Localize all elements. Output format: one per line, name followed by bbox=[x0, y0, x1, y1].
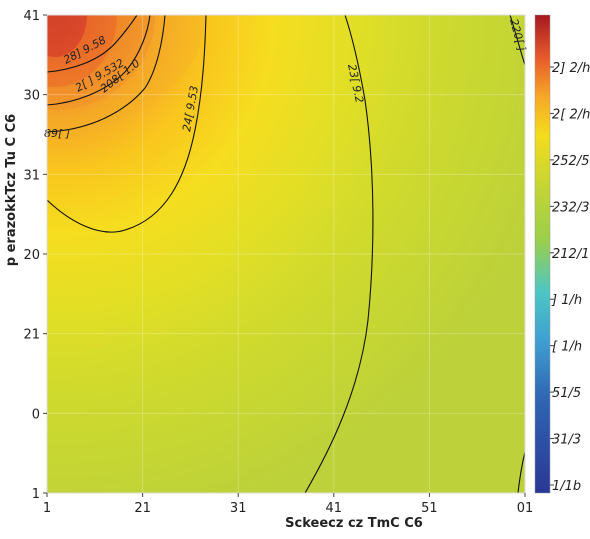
contour-fills bbox=[47, 15, 205, 130]
colorbar-tick-label: 232/3 bbox=[552, 200, 589, 215]
x-tick-label: 01 bbox=[517, 501, 534, 516]
y-tick-label: 21 bbox=[23, 328, 40, 343]
y-tick-label: 31 bbox=[23, 168, 40, 183]
x-axis-title: Sckeecz cz TmC C6 bbox=[285, 516, 423, 531]
colorbar-tick-label: 2[ 2/h bbox=[552, 107, 590, 122]
y-tick-label: 20 bbox=[23, 248, 40, 263]
contour-line bbox=[47, 15, 138, 73]
contour-line bbox=[47, 15, 207, 233]
colorbar-tick-label: 252/5 bbox=[552, 154, 589, 169]
x-tick-label: 1 bbox=[43, 501, 51, 516]
contour-line bbox=[517, 451, 525, 493]
x-axis: 1 21 31 41 51 01 bbox=[43, 493, 533, 516]
contour-line bbox=[304, 15, 374, 493]
y-axis-title: p erazokkTcz Tu C C6 bbox=[4, 114, 19, 266]
contour-line bbox=[47, 15, 151, 106]
y-tick-label: 1 bbox=[32, 487, 40, 502]
x-tick-label: 21 bbox=[134, 501, 151, 516]
x-tick-label: 41 bbox=[326, 501, 343, 516]
colorbar-tick-label: 212/1 bbox=[552, 247, 589, 262]
colorbar-tick-label: 31/3 bbox=[552, 433, 581, 448]
colorbar-ticks: 1/1b 31/3 51/5 [ 1/h ] 1/h 212/1 232/3 252/5 2[ … bbox=[550, 61, 590, 494]
colorbar-tick-label: ] 1/h bbox=[551, 293, 582, 308]
contour-label: 89[ ] bbox=[44, 127, 70, 140]
contour-line bbox=[47, 15, 166, 133]
colorbar-tick-label: 2] 2/h bbox=[552, 61, 590, 76]
contour-band bbox=[47, 15, 205, 130]
contour-line bbox=[509, 15, 525, 66]
x-tick-label: 51 bbox=[421, 501, 438, 516]
y-tick-label: 30 bbox=[23, 89, 40, 104]
colorbar-tick-label: 51/5 bbox=[552, 386, 581, 401]
y-tick-label: 41 bbox=[23, 9, 40, 24]
y-axis: 1 0 21 20 31 30 41 bbox=[23, 9, 47, 502]
y-tick-label: 0 bbox=[32, 407, 40, 422]
plot-area bbox=[47, 15, 525, 493]
colorbar-tick-label: [ 1/h bbox=[552, 340, 582, 355]
colorbar bbox=[534, 14, 551, 494]
contour-band bbox=[47, 15, 87, 57]
contour-band bbox=[47, 15, 155, 110]
x-tick-label: 31 bbox=[230, 501, 247, 516]
colorbar-tick-label: 1/1b bbox=[552, 479, 581, 494]
